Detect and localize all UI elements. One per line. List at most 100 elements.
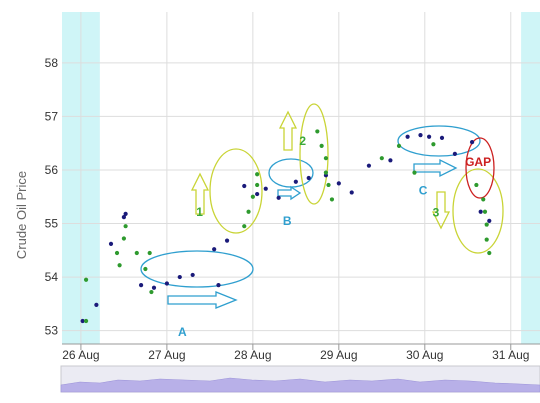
annotation-label-2: 2 xyxy=(299,134,306,148)
navy-point-20 xyxy=(349,190,354,195)
annotation-label-a: A xyxy=(178,325,187,339)
annotation-arrow-c xyxy=(413,158,458,178)
gridlines xyxy=(62,12,540,344)
navy-point-29 xyxy=(478,209,483,214)
green-point-1 xyxy=(83,277,89,282)
green-point-25 xyxy=(474,182,479,188)
navy-point-2 xyxy=(108,241,114,246)
green-point-13 xyxy=(255,172,260,177)
annotation-ellipse-1 xyxy=(209,148,263,234)
green-point-10 xyxy=(242,224,247,229)
green-point-24 xyxy=(431,142,436,147)
annotation-arrow-1 xyxy=(190,172,210,215)
annotation-label-1: 1 xyxy=(196,205,203,219)
navy-point-6 xyxy=(151,285,157,290)
green-point-20 xyxy=(329,197,335,202)
navy-point-15 xyxy=(276,195,281,200)
navy-point-22 xyxy=(388,158,393,163)
y-tick-label-4: 57 xyxy=(45,109,59,123)
annotation-ellipse-a xyxy=(140,250,254,288)
green-point-8 xyxy=(147,250,152,256)
green-point-21 xyxy=(379,156,384,161)
navy-point-16 xyxy=(293,179,298,184)
annotation-label-gap: GAP xyxy=(465,155,491,169)
green-point-0 xyxy=(83,318,89,324)
navy-point-24 xyxy=(418,133,423,138)
green-point-2 xyxy=(114,250,120,256)
green-point-22 xyxy=(396,143,402,148)
navy-point-12 xyxy=(242,183,247,189)
navy-point-14 xyxy=(255,191,260,197)
annotation-arrow-2 xyxy=(278,110,298,151)
navy-point-27 xyxy=(452,151,457,157)
annotation-label-b: B xyxy=(283,214,292,228)
annotation-ellipse-gap xyxy=(465,137,495,199)
green-point-6 xyxy=(134,250,139,256)
y-tick-label-3: 56 xyxy=(45,163,59,177)
navy-point-30 xyxy=(487,218,492,223)
y-tick-label-0: 53 xyxy=(45,324,59,338)
y-tick-labels: 53 54 55 56 57 58 xyxy=(45,56,59,338)
green-point-29 xyxy=(484,237,489,242)
green-point-17 xyxy=(323,156,329,161)
y-tick-label-1: 54 xyxy=(45,270,59,284)
navy-point-4 xyxy=(123,211,128,216)
navy-point-3 xyxy=(121,214,126,220)
navigator-series-area xyxy=(60,377,540,393)
y-tick-label-5: 58 xyxy=(45,56,59,70)
x-tick-label-1: 27 Aug xyxy=(148,348,185,362)
shaded-regions xyxy=(62,12,540,344)
annotation-label-c: C xyxy=(419,184,428,198)
green-point-3 xyxy=(117,263,122,268)
annotation-arrow-a xyxy=(167,291,238,309)
navy-point-1 xyxy=(94,302,99,308)
green-point-11 xyxy=(246,209,251,214)
x-tick-labels: 26 Aug 27 Aug 28 Aug 29 Aug 30 Aug 31 Aug xyxy=(62,344,529,362)
annotation-label-3: 3 xyxy=(433,206,440,220)
green-point-18 xyxy=(323,170,329,175)
navigator[interactable] xyxy=(60,365,540,393)
navy-point-7 xyxy=(164,281,169,286)
navy-point-28 xyxy=(469,140,475,145)
navy-point-8 xyxy=(177,274,182,280)
green-point-30 xyxy=(487,250,492,256)
navy-point-23 xyxy=(405,134,410,139)
navy-point-19 xyxy=(336,181,341,186)
green-point-28 xyxy=(484,222,489,227)
navy-point-31 xyxy=(216,282,221,288)
x-tick-label-4: 30 Aug xyxy=(406,348,443,362)
navy-point-0 xyxy=(80,318,85,324)
navy-point-5 xyxy=(138,282,144,288)
shaded-band-1 xyxy=(521,12,540,344)
y-tick-label-2: 55 xyxy=(45,217,59,231)
navy-point-13 xyxy=(263,186,268,191)
annotation-ellipse-3 xyxy=(452,168,504,254)
green-point-12 xyxy=(250,194,255,199)
annotation-labels: A B C 1 2 3 GAP xyxy=(178,134,491,339)
annotation-shapes xyxy=(140,103,504,309)
green-point-9 xyxy=(149,289,154,295)
navy-point-17 xyxy=(306,175,311,181)
y-axis-label: Crude Oil Price xyxy=(14,171,29,259)
x-tick-label-0: 26 Aug xyxy=(62,348,99,362)
annotation-arrow-3 xyxy=(431,191,451,230)
navy-point-25 xyxy=(426,134,432,139)
navy-point-11 xyxy=(224,238,230,243)
green-point-16 xyxy=(319,143,324,148)
green-point-5 xyxy=(123,224,128,229)
data-points xyxy=(80,129,492,324)
green-point-15 xyxy=(315,129,320,134)
navy-point-26 xyxy=(439,135,445,140)
green-point-7 xyxy=(143,266,148,272)
annotation-ellipse-b xyxy=(268,158,314,188)
annotation-ellipse-2 xyxy=(299,103,329,205)
annotation-arrow-b xyxy=(277,185,302,201)
green-point-14 xyxy=(255,182,260,188)
green-point-19 xyxy=(326,182,331,188)
x-tick-label-3: 29 Aug xyxy=(320,348,357,362)
x-tick-label-5: 31 Aug xyxy=(492,348,529,362)
annotation-ellipse-c xyxy=(397,125,481,157)
navy-point-9 xyxy=(190,272,195,278)
green-point-27 xyxy=(482,209,488,214)
